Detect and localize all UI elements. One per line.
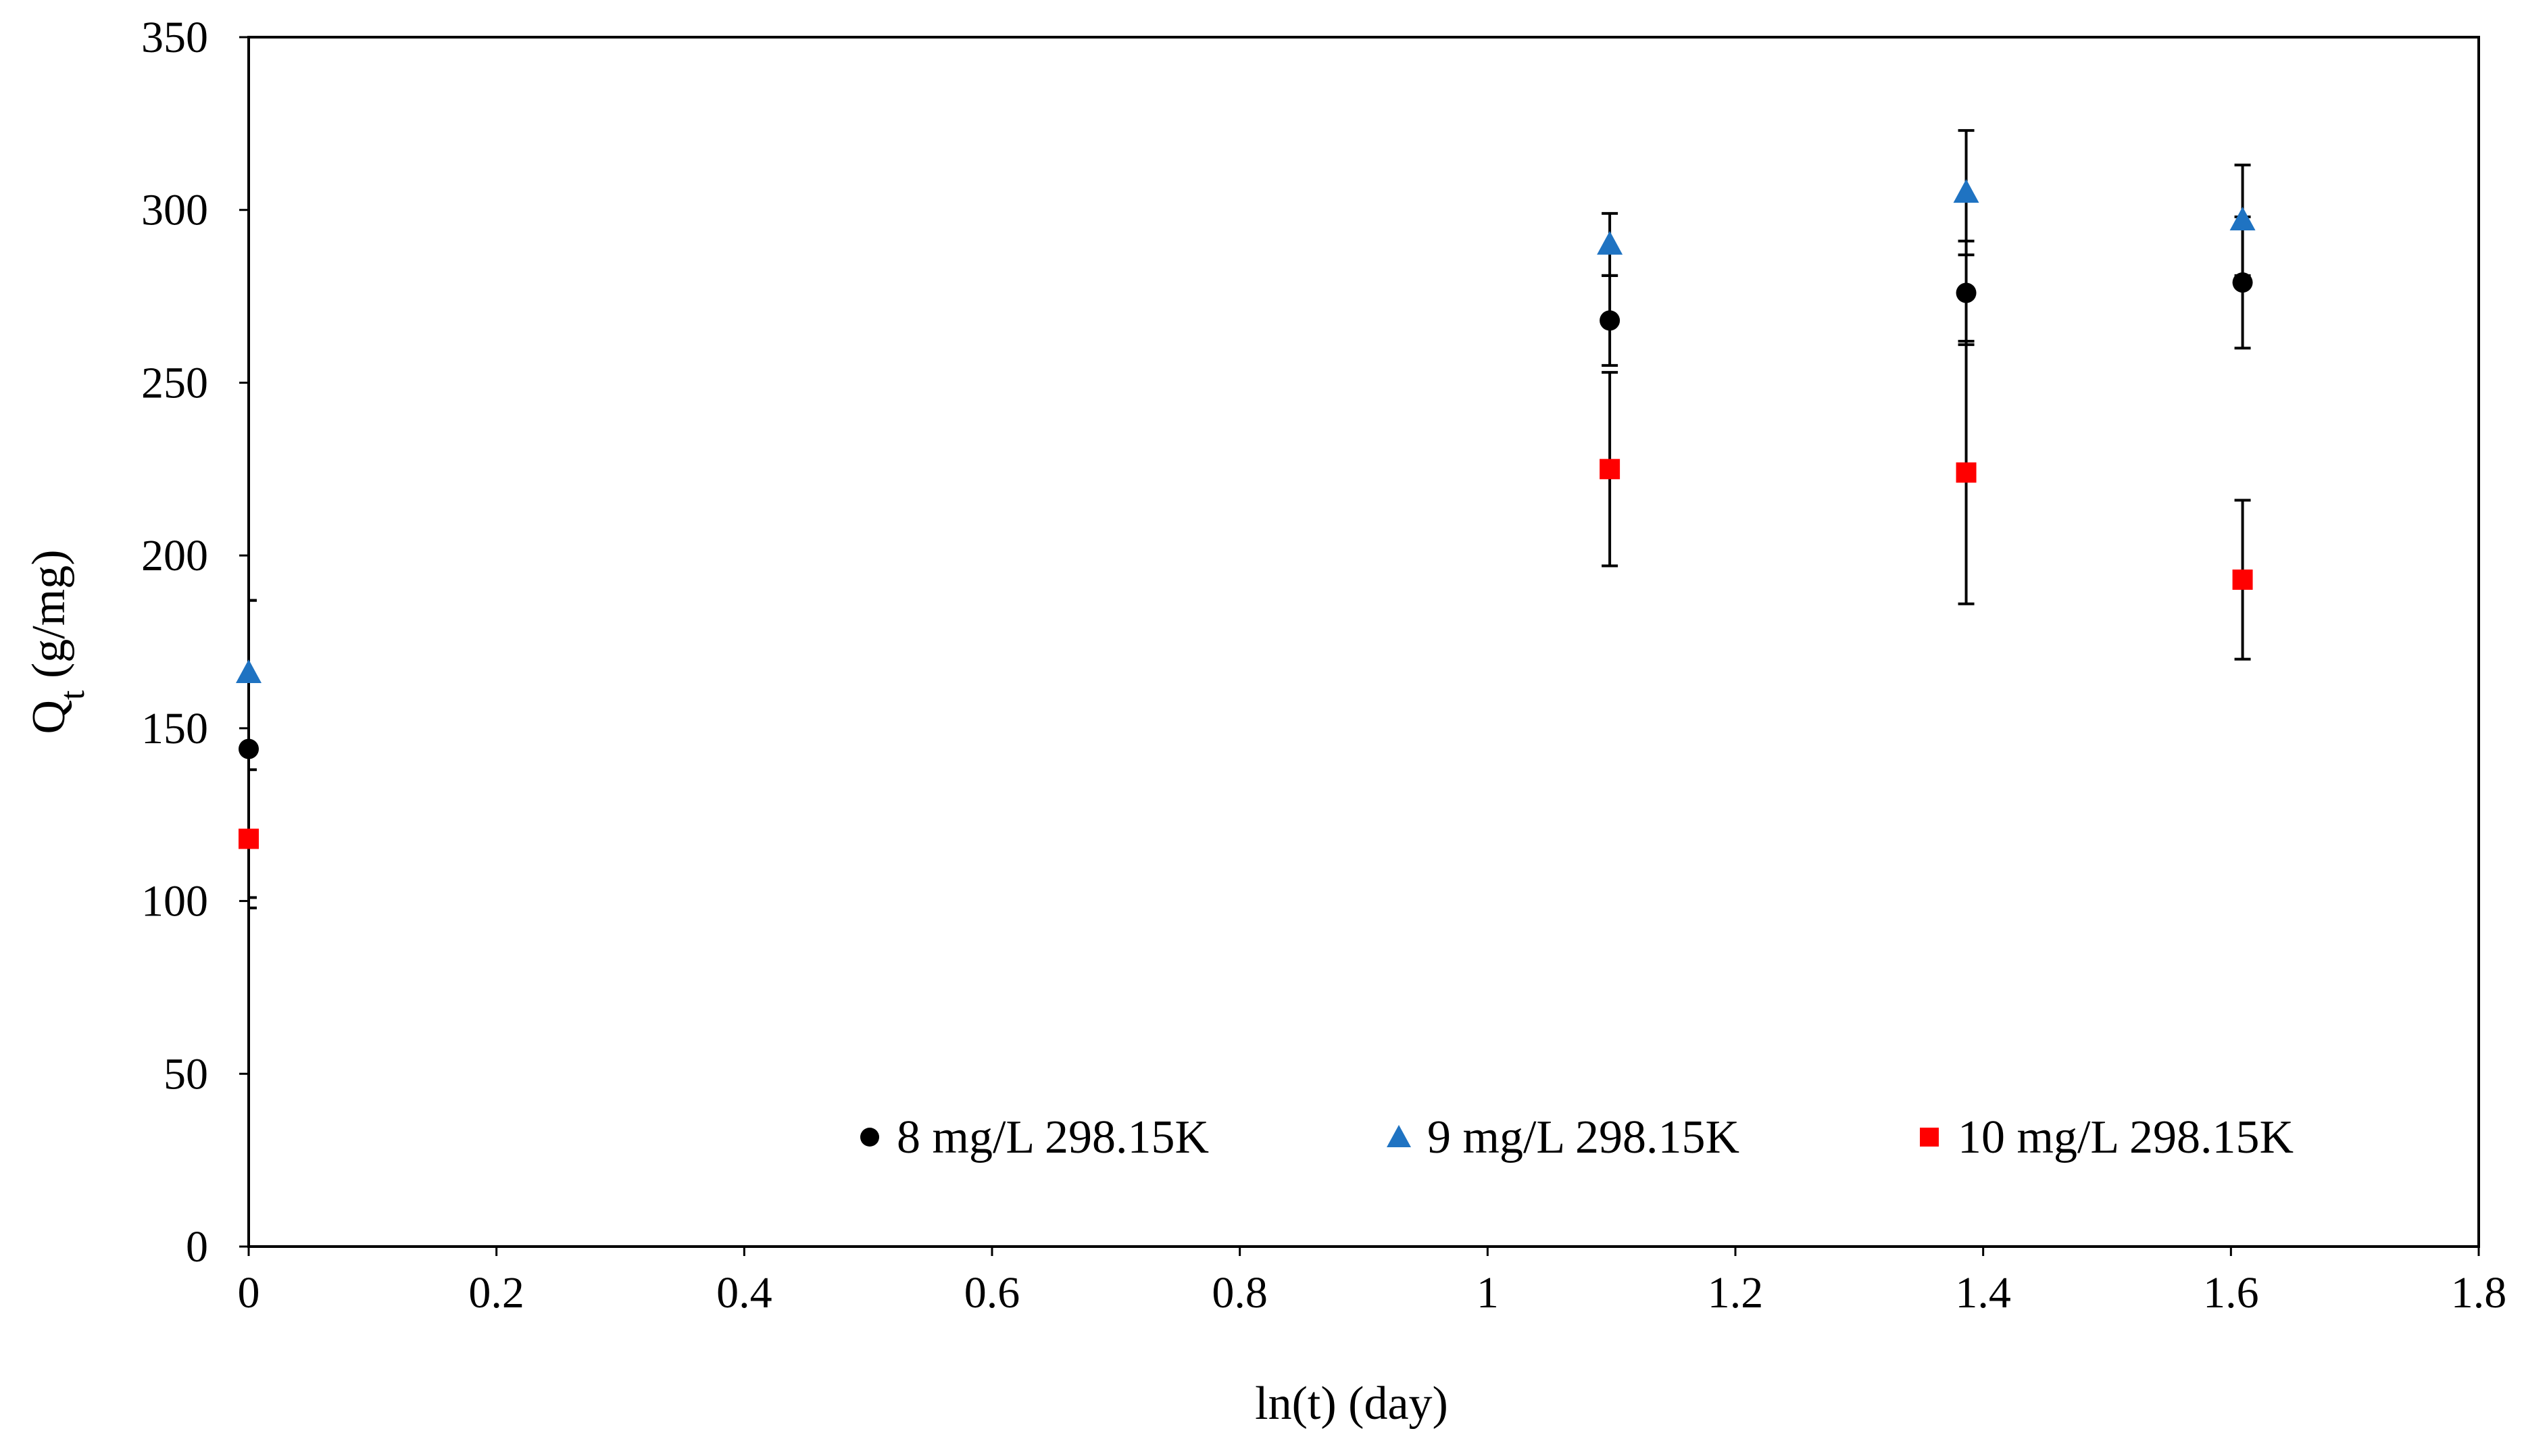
y-tick-label: 350 <box>141 13 208 62</box>
x-tick-label: 1.4 <box>1955 1268 2011 1317</box>
y-tick-label: 250 <box>141 358 208 407</box>
legend-label-series-1: 8 mg/L 298.15K <box>897 1111 1209 1163</box>
x-tick-label: 0 <box>238 1268 260 1317</box>
y-tick-label: 100 <box>141 877 208 926</box>
legend-marker-circle <box>860 1128 879 1147</box>
x-tick-label: 0.2 <box>468 1268 524 1317</box>
y-tick-label: 150 <box>141 704 208 753</box>
data-point-circle <box>239 738 259 759</box>
data-point-square <box>1600 459 1620 480</box>
data-point-triangle <box>1953 179 1979 203</box>
x-tick-label: 0.6 <box>964 1268 1020 1317</box>
legend-marker-square <box>1920 1128 1939 1147</box>
legend-label-series-3: 10 mg/L 298.15K <box>1958 1111 2294 1163</box>
x-tick-label: 1.2 <box>1708 1268 1764 1317</box>
data-point-circle <box>2232 272 2253 293</box>
y-tick-label: 300 <box>141 186 208 235</box>
data-point-square <box>239 828 259 849</box>
y-tick-label: 0 <box>186 1222 208 1272</box>
y-axis-title: Qt (g/mg) <box>23 549 92 734</box>
data-point-square <box>1956 462 1977 483</box>
data-markers <box>236 179 2256 849</box>
y-axis: 0 50 100 150 200 250 300 350 <box>141 13 249 1272</box>
x-tick-label: 1.8 <box>2451 1268 2507 1317</box>
data-point-square <box>2232 569 2253 590</box>
x-tick-label: 0.8 <box>1212 1268 1268 1317</box>
data-point-circle <box>1956 282 1977 303</box>
legend-label-series-2: 9 mg/L 298.15K <box>1427 1111 1739 1163</box>
x-tick-label: 1 <box>1477 1268 1499 1317</box>
x-axis: 0 0.2 0.4 0.6 0.8 1 1.2 1.4 1.6 1.8 <box>238 1247 2507 1317</box>
data-point-triangle <box>2229 207 2256 231</box>
legend: 8 mg/L 298.15K 9 mg/L 298.15K 10 mg/L 29… <box>860 1111 2294 1163</box>
x-tick-label: 1.6 <box>2203 1268 2259 1317</box>
data-point-triangle <box>1597 230 1623 255</box>
x-tick-label: 0.4 <box>716 1268 772 1317</box>
data-point-circle <box>1600 310 1620 331</box>
y-tick-label: 50 <box>164 1049 208 1099</box>
legend-marker-triangle <box>1387 1125 1411 1147</box>
x-axis-title: ln(t) (day) <box>1255 1378 1448 1430</box>
data-point-triangle <box>236 659 262 684</box>
plot-area <box>247 36 2480 1248</box>
y-tick-label: 200 <box>141 531 208 580</box>
